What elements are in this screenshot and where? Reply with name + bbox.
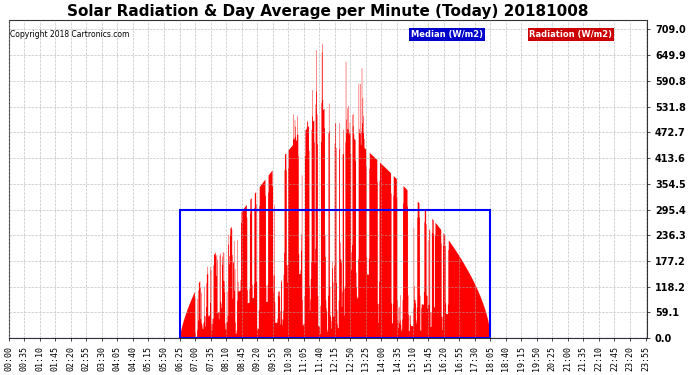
Title: Solar Radiation & Day Average per Minute (Today) 20181008: Solar Radiation & Day Average per Minute… [67, 4, 589, 19]
Bar [179, 210, 490, 338]
Text: Copyright 2018 Cartronics.com: Copyright 2018 Cartronics.com [10, 30, 129, 39]
Text: Median (W/m2): Median (W/m2) [411, 30, 483, 39]
Text: Radiation (W/m2): Radiation (W/m2) [529, 30, 612, 39]
